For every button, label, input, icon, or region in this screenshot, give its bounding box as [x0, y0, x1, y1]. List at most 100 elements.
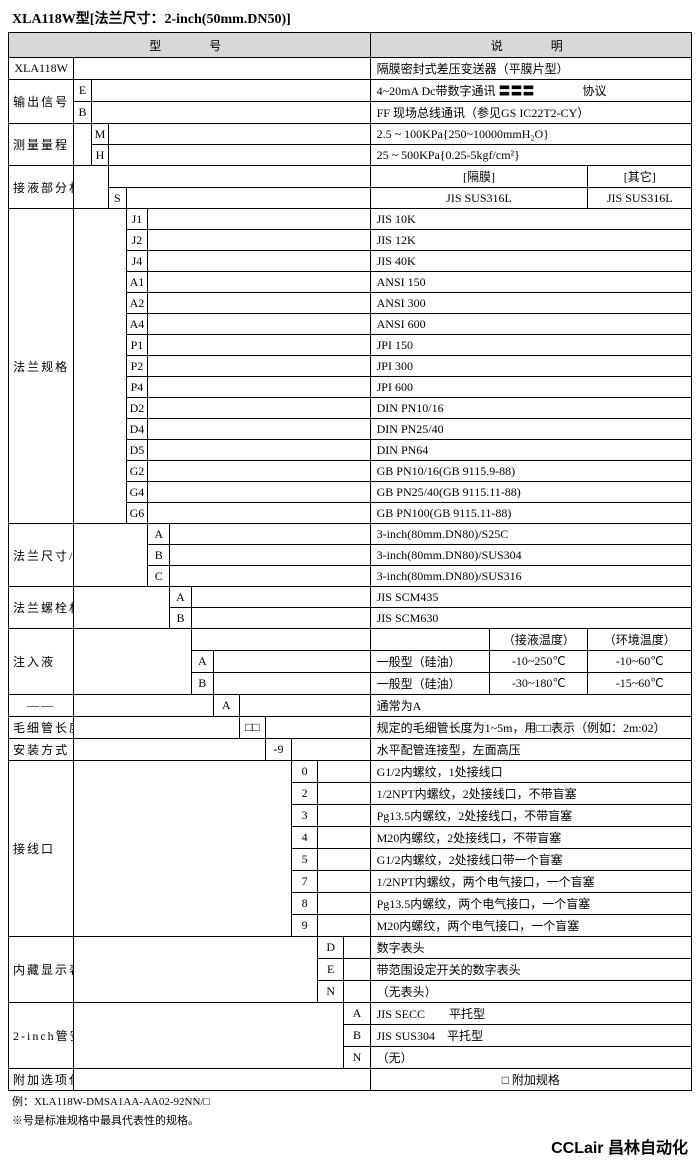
cnd-1-c: 2 — [292, 783, 318, 805]
label-flange-spec: 法兰规格 — [9, 209, 74, 524]
fsz-1-d: 3-inch(80mm.DN80)/SUS304 — [370, 545, 691, 566]
label-wetted: 接液部分材质 — [9, 166, 74, 209]
fs-6-c: P1 — [126, 335, 148, 356]
fs-5-d: ANSI 600 — [370, 314, 691, 335]
fs-1-c: J2 — [126, 230, 148, 251]
range-h-desc: 25 ~ 500KPa{0.25-5kgf/cm²} — [370, 145, 691, 166]
fs-10-d: DIN PN25/40 — [370, 419, 691, 440]
dash-c: A — [213, 695, 239, 717]
fs-9-d: DIN PN10/16 — [370, 398, 691, 419]
cnd-7-d: M20内螺纹，两个电气接口，一个盲塞 — [370, 915, 691, 937]
brk-2-c: N — [344, 1047, 370, 1069]
fill-1-d: 一般型（硅油） — [370, 673, 490, 695]
wetted-s-v2: JIS SUS316L — [588, 188, 692, 209]
ind-0-d: 数字表头 — [370, 937, 691, 959]
brk-1-d: JIS SUS304 平托型 — [370, 1025, 691, 1047]
fill-1-c: B — [191, 673, 213, 695]
fs-14-c: G6 — [126, 503, 148, 524]
mount-d: 水平配管连接型，左面高压 — [370, 739, 691, 761]
fill-head-amb: （环境温度） — [588, 629, 692, 651]
fs-7-c: P2 — [126, 356, 148, 377]
fill-0-t1: -10~250℃ — [490, 651, 588, 673]
brand-cn: 昌林自动化 — [608, 1140, 688, 1157]
fs-4-c: A2 — [126, 293, 148, 314]
fsz-1-c: B — [148, 545, 170, 566]
bolt-1-d: JIS SCM630 — [370, 608, 691, 629]
header-desc: 说 明 — [370, 33, 691, 58]
ind-2-d: （无表头） — [370, 981, 691, 1003]
range-m-desc: 2.5 ~ 100KPa{250~10000mmH₂O} — [370, 124, 691, 145]
label-flange-size: 法兰尺寸/材质 ※ — [9, 524, 74, 587]
model-code: XLA118W — [9, 58, 74, 80]
cnd-4-c: 5 — [292, 849, 318, 871]
fill-0-d: 一般型（硅油） — [370, 651, 490, 673]
brk-2-d: （无） — [370, 1047, 691, 1069]
capillary-d: 规定的毛细管长度为1~5m，用□□表示（例如：2m:02） — [370, 717, 691, 739]
bolt-1-c: B — [170, 608, 192, 629]
cnd-1-d: 1/2NPT内螺纹，2处接线口，不带盲塞 — [370, 783, 691, 805]
cnd-2-c: 3 — [292, 805, 318, 827]
fs-13-d: GB PN25/40(GB 9115.11-88) — [370, 482, 691, 503]
fs-2-c: J4 — [126, 251, 148, 272]
footer-brand: CCLair 昌林自动化 — [8, 1134, 692, 1158]
output-e-desc: 4~20mA Dc带数字通讯 〓〓〓 协议 — [370, 80, 691, 102]
fsz-2-c: C — [148, 566, 170, 587]
fs-7-d: JPI 300 — [370, 356, 691, 377]
fill-head-wet: （接液温度） — [490, 629, 588, 651]
cnd-7-c: 9 — [292, 915, 318, 937]
wetted-s-code: S — [109, 188, 126, 209]
label-bolt: 法兰螺栓材质 ※ — [9, 587, 74, 629]
wetted-head2: [其它] — [588, 166, 692, 188]
fill-0-t2: -10~60℃ — [588, 651, 692, 673]
fs-12-c: G2 — [126, 461, 148, 482]
cnd-6-d: Pg13.5内螺纹，两个电气接口，一个盲塞 — [370, 893, 691, 915]
label-indicator: 内藏显示表 ※ — [9, 937, 74, 1003]
output-b-code: B — [74, 102, 91, 124]
label-conduit: 接线口 ※ — [9, 761, 74, 937]
label-range: 测量量程（模盒） — [9, 124, 74, 166]
fs-3-c: A1 — [126, 272, 148, 293]
fill-0-c: A — [191, 651, 213, 673]
cnd-0-d: G1/2内螺纹，1处接线口 — [370, 761, 691, 783]
model-desc: 隔膜密封式差压变送器（平膜片型） — [370, 58, 691, 80]
output-e-code: E — [74, 80, 91, 102]
bolt-0-d: JIS SCM435 — [370, 587, 691, 608]
mount-c: -9 — [265, 739, 291, 761]
label-mount: 安装方式 — [9, 739, 74, 761]
label-dash: —— — [9, 695, 74, 717]
range-m-code: M — [91, 124, 108, 145]
fs-13-c: G4 — [126, 482, 148, 503]
cnd-2-d: Pg13.5内螺纹，2处接线口，不带盲塞 — [370, 805, 691, 827]
fill-1-t1: -30~180℃ — [490, 673, 588, 695]
fs-8-c: P4 — [126, 377, 148, 398]
ind-1-d: 带范围设定开关的数字表头 — [370, 959, 691, 981]
fs-1-d: JIS 12K — [370, 230, 691, 251]
dash-d: 通常为A — [370, 695, 691, 717]
footer-note: ※号是标准规格中最具代表性的规格。 — [8, 1114, 692, 1129]
fs-12-d: GB PN10/16(GB 9115.9-88) — [370, 461, 691, 482]
ind-0-c: D — [318, 937, 344, 959]
fs-8-d: JPI 600 — [370, 377, 691, 398]
ind-2-c: N — [318, 981, 344, 1003]
wetted-head1: [隔膜] — [370, 166, 588, 188]
output-b-desc: FF 现场总线通讯（参见GS IC22T2-CY） — [370, 102, 691, 124]
fs-0-c: J1 — [126, 209, 148, 230]
header-model: 型 号 — [9, 33, 371, 58]
cnd-0-c: 0 — [292, 761, 318, 783]
fs-2-d: JIS 40K — [370, 251, 691, 272]
range-h-code: H — [91, 145, 108, 166]
fs-11-c: D5 — [126, 440, 148, 461]
page-title: XLA118W型[法兰尺寸：2-inch(50mm.DN50)] — [8, 8, 692, 28]
fsz-0-d: 3-inch(80mm.DN80)/S25C — [370, 524, 691, 545]
cnd-6-c: 8 — [292, 893, 318, 915]
ind-1-c: E — [318, 959, 344, 981]
spec-table: 型 号 说 明 XLA118W 隔膜密封式差压变送器（平膜片型） 输出信号 E … — [8, 32, 692, 1091]
fill-1-t2: -15~60℃ — [588, 673, 692, 695]
fs-5-c: A4 — [126, 314, 148, 335]
option-d: □ 附加规格 — [370, 1069, 691, 1091]
cnd-5-d: 1/2NPT内螺纹，两个电气接口，一个盲塞 — [370, 871, 691, 893]
footer-example: 例：XLA118W-DMSA1AA-AA02-92NN/□ — [8, 1095, 692, 1110]
cnd-3-d: M20内螺纹，2处接线口，不带盲塞 — [370, 827, 691, 849]
fsz-0-c: A — [148, 524, 170, 545]
fs-14-d: GB PN100(GB 9115.11-88) — [370, 503, 691, 524]
